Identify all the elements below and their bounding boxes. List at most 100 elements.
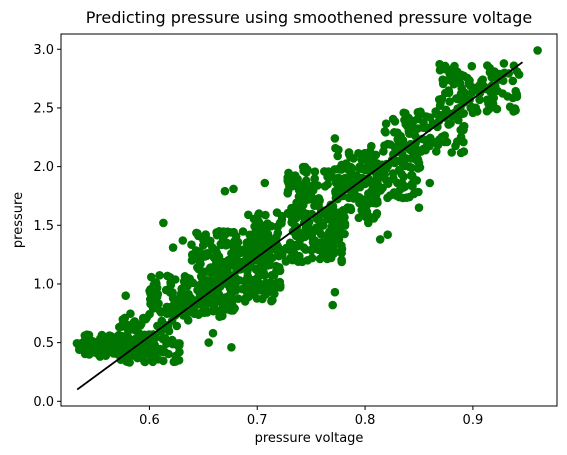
data-point [397, 178, 407, 188]
data-point [459, 71, 469, 81]
regression-line-layer [76, 61, 524, 391]
data-point [297, 180, 307, 190]
data-point [407, 179, 417, 189]
data-point [136, 319, 146, 329]
data-point [402, 115, 412, 125]
data-point [310, 167, 320, 176]
data-point [251, 248, 261, 258]
data-point [330, 287, 340, 297]
data-point [368, 181, 378, 191]
data-point [294, 252, 303, 262]
data-point [331, 143, 340, 153]
data-point [230, 304, 239, 313]
data-point [227, 343, 236, 352]
data-point [383, 230, 393, 239]
data-point [389, 188, 399, 197]
data-point [407, 163, 416, 172]
data-point [456, 148, 466, 158]
data-point [512, 89, 521, 99]
data-point [490, 67, 499, 76]
data-point [183, 316, 193, 325]
data-point [126, 309, 135, 319]
data-point [401, 109, 410, 118]
data-point [368, 191, 378, 200]
data-point [445, 97, 454, 106]
data-point [223, 265, 232, 275]
data-point [380, 127, 390, 136]
data-point [310, 174, 320, 183]
data-point [313, 181, 322, 190]
y-tick-label: 1.5 [33, 219, 54, 234]
data-point [414, 158, 424, 168]
data-point [187, 256, 197, 265]
data-point [283, 176, 293, 185]
data-point [294, 192, 304, 201]
data-point [209, 293, 219, 302]
data-point [499, 59, 509, 68]
data-point [364, 212, 374, 221]
data-point [260, 178, 270, 188]
data-point [475, 95, 484, 105]
data-point [244, 292, 253, 302]
data-point [283, 189, 293, 198]
data-point [297, 207, 307, 216]
data-point [324, 238, 333, 248]
data-point [450, 69, 459, 79]
data-point [375, 235, 385, 244]
data-point [148, 357, 158, 367]
data-point [162, 339, 171, 349]
data-point [337, 241, 346, 250]
data-point [405, 192, 414, 202]
data-point [287, 203, 296, 213]
data-point [376, 173, 386, 182]
data-point [276, 218, 285, 228]
chart-title: Predicting pressure using smoothened pre… [86, 8, 532, 27]
data-point [109, 349, 118, 358]
data-point [217, 307, 227, 316]
data-point [435, 101, 445, 110]
data-point [448, 111, 457, 121]
data-point [226, 228, 236, 237]
data-point [316, 245, 325, 255]
data-point [440, 113, 450, 122]
data-point [509, 107, 518, 116]
regression-line [76, 61, 524, 391]
data-point [157, 316, 167, 326]
data-point [268, 253, 277, 263]
data-point [447, 148, 457, 157]
data-point [433, 137, 442, 147]
data-point [337, 165, 346, 174]
data-point [330, 134, 340, 143]
data-point [206, 236, 215, 246]
y-tick-label: 1.0 [33, 277, 54, 292]
data-point [178, 236, 188, 245]
data-point [533, 46, 542, 55]
data-point [166, 308, 175, 318]
data-point [397, 169, 407, 179]
data-point [446, 119, 455, 128]
data-point [493, 86, 503, 96]
data-point [342, 178, 351, 188]
data-point [152, 300, 161, 310]
data-point [300, 162, 310, 172]
data-point [421, 145, 430, 155]
y-tick-label: 0.0 [33, 395, 54, 410]
data-point [193, 263, 202, 272]
data-point [284, 168, 293, 178]
data-point [314, 200, 323, 209]
x-tick-label: 0.7 [247, 413, 268, 428]
data-point [300, 232, 310, 242]
data-point [313, 224, 323, 234]
data-point [315, 238, 324, 248]
data-point [323, 252, 333, 262]
data-point [183, 274, 193, 283]
data-point [433, 110, 443, 119]
x-axis-label: pressure voltage [255, 431, 364, 446]
data-point [95, 352, 105, 361]
data-point [327, 222, 337, 231]
data-point [383, 179, 393, 188]
data-point [354, 149, 363, 158]
y-tick-label: 0.5 [33, 336, 54, 351]
data-point [383, 193, 392, 203]
